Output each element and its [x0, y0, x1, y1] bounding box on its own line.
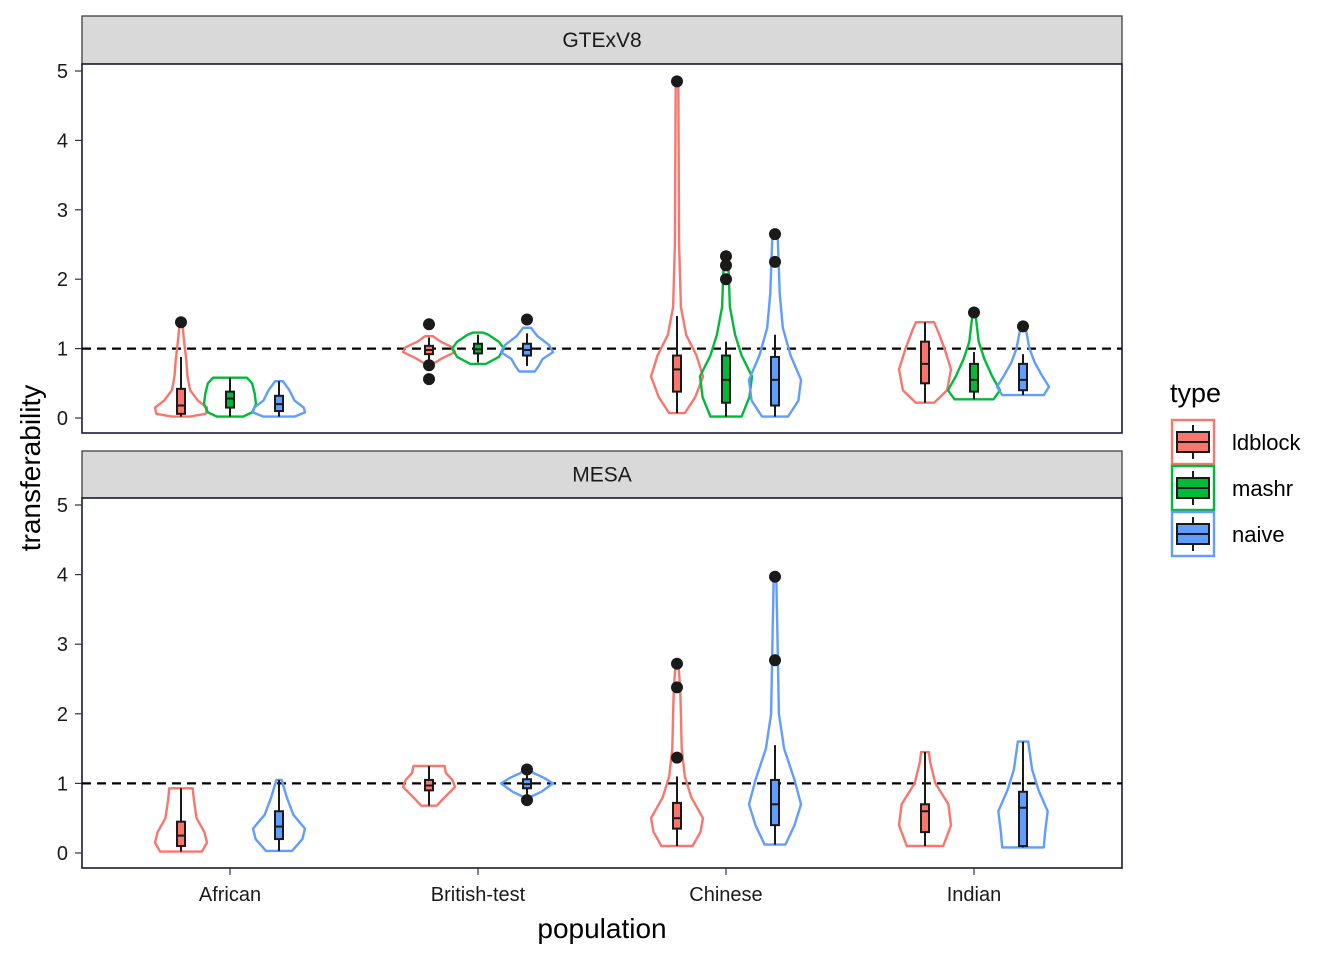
- violin-shape: [499, 326, 555, 373]
- outlier-point: [423, 318, 435, 331]
- y-tick-label: 5: [57, 61, 68, 83]
- box-iqr: [969, 362, 979, 393]
- violin-african-ldblock: [153, 316, 209, 418]
- violin-african-mashr: [202, 376, 258, 418]
- legend-label: naive: [1232, 522, 1285, 547]
- violin-indian-mashr: [946, 306, 1002, 401]
- violin-african-naive: [251, 380, 307, 418]
- outlier-point: [720, 250, 732, 263]
- outlier-point: [671, 751, 683, 764]
- x-tick-label: Chinese: [689, 884, 762, 906]
- violin-shape: [153, 787, 209, 853]
- panel-gtexv8: GTExV8 0 1 2 3 4 5: [57, 15, 1123, 434]
- violin-indian-ldblock: [897, 321, 953, 404]
- violin-indian-naive: [995, 320, 1051, 397]
- legend-label: ldblock: [1232, 430, 1301, 455]
- x-tick-label: British-test: [431, 884, 526, 906]
- x-tick-label: African: [199, 884, 261, 906]
- outlier-point: [423, 359, 435, 372]
- x-tick-label: Indian: [947, 884, 1002, 906]
- violin-shape: [202, 376, 258, 418]
- legend-title: type: [1170, 378, 1221, 408]
- outlier-point: [769, 228, 781, 241]
- outlier-point: [521, 794, 533, 807]
- violin-african-ldblock: [153, 787, 209, 853]
- violin-indian-naive: [997, 740, 1049, 849]
- facet-label: MESA: [572, 464, 632, 487]
- box-iqr: [770, 355, 780, 407]
- facet-strip: [81, 15, 1123, 65]
- facet-label: GTExV8: [562, 29, 641, 52]
- box-iqr: [225, 390, 235, 409]
- outlier-point: [671, 681, 683, 694]
- box-iqr: [1018, 362, 1028, 392]
- outlier-point: [521, 313, 533, 326]
- box-iqr: [1018, 790, 1028, 848]
- violin-shape: [897, 750, 953, 848]
- violin-chinese-ldblock: [649, 75, 705, 415]
- violin-shape: [251, 778, 307, 853]
- legend: type ldblock mashr naive: [1170, 378, 1301, 558]
- violin-british-test-naive: [499, 313, 555, 373]
- x-axis-title: population: [537, 913, 666, 944]
- y-axis-title: transferability: [15, 385, 46, 552]
- box-iqr: [274, 810, 284, 841]
- y-tick-label: 3: [57, 200, 68, 222]
- violin-african-naive: [251, 778, 307, 853]
- outlier-point: [769, 654, 781, 667]
- y-tick-label: 5: [57, 495, 68, 517]
- violin-chinese-mashr: [698, 250, 754, 418]
- box-iqr: [770, 778, 780, 827]
- facet-strip: [81, 450, 1123, 499]
- y-tick-label: 4: [57, 130, 68, 152]
- panels-layer: GTExV8 0 1 2 3 4 5 MESA 0 1 2 3 4 5 African British-tes…: [57, 15, 1123, 906]
- box-iqr: [920, 340, 930, 385]
- violin-chinese-ldblock: [649, 657, 705, 848]
- legend-key-ldblock: ldblock: [1170, 418, 1301, 466]
- legend-key-mashr: mashr: [1170, 464, 1293, 512]
- legend-key-naive: naive: [1170, 510, 1285, 558]
- panel-mesa: MESA 0 1 2 3 4 5 African British-test Chinese Indi…: [57, 450, 1123, 906]
- y-tick-label: 1: [57, 773, 68, 795]
- violin-indian-ldblock: [897, 750, 953, 848]
- legend-label: mashr: [1232, 476, 1293, 501]
- violin-shape: [401, 764, 457, 807]
- violin-shape: [251, 380, 307, 418]
- panel-frame: [81, 497, 1123, 869]
- panel-frame: [81, 63, 1123, 434]
- y-tick-label: 2: [57, 269, 68, 291]
- y-tick-label: 2: [57, 704, 68, 726]
- outlier-point: [769, 570, 781, 583]
- outlier-point: [671, 75, 683, 88]
- outlier-point: [175, 316, 187, 329]
- violin-shape: [897, 321, 953, 404]
- box-iqr: [176, 387, 186, 415]
- y-tick-label: 0: [57, 408, 68, 430]
- outlier-point: [423, 373, 435, 386]
- violin-chinese-naive: [747, 570, 803, 846]
- y-tick-label: 1: [57, 339, 68, 361]
- y-tick-label: 4: [57, 565, 68, 587]
- box-iqr: [920, 803, 930, 834]
- violin-shape: [997, 740, 1049, 849]
- outlier-point: [968, 306, 980, 319]
- outlier-point: [1017, 320, 1029, 333]
- outlier-point: [521, 763, 533, 776]
- violin-british-test-ldblock: [401, 764, 457, 807]
- outlier-point: [671, 657, 683, 670]
- y-tick-label: 3: [57, 634, 68, 656]
- outlier-point: [720, 273, 732, 286]
- box-iqr: [672, 801, 682, 830]
- outlier-point: [720, 259, 732, 272]
- box-iqr: [176, 820, 186, 848]
- box-iqr: [672, 354, 682, 393]
- violin-british-test-naive: [499, 763, 555, 807]
- outlier-point: [769, 255, 781, 268]
- violin-chinese-naive: [747, 228, 803, 418]
- y-tick-label: 0: [57, 843, 68, 865]
